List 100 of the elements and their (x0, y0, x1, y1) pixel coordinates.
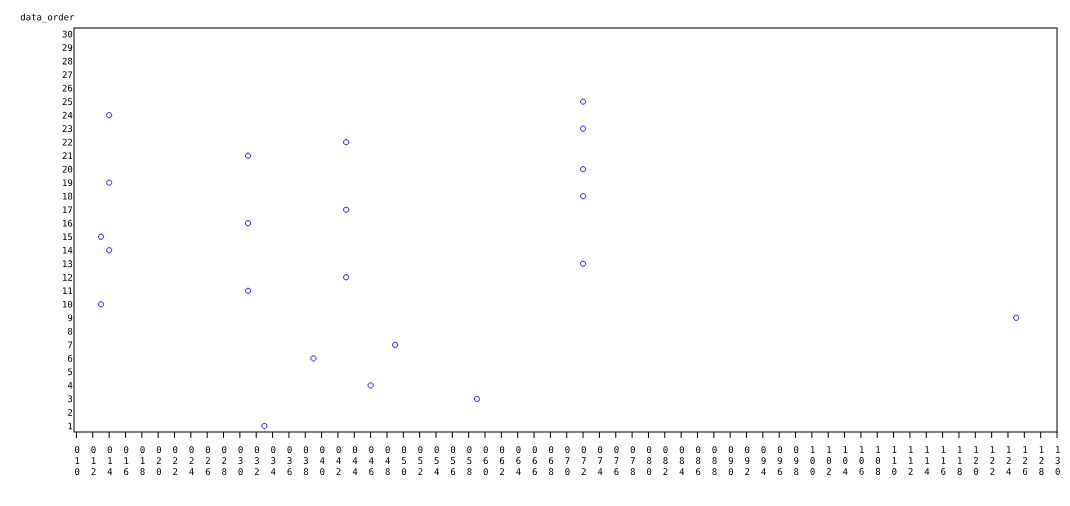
y-tick-label: 23 (62, 125, 73, 133)
x-tick-label: 022 (173, 446, 178, 475)
x-tick-label: 122 (990, 446, 995, 475)
x-tick-label: 074 (597, 446, 603, 475)
point (106, 179, 113, 186)
y-tick-label: 14 (63, 246, 73, 254)
x-tick-label: 014 (107, 446, 113, 475)
point (392, 341, 399, 348)
x-tick-label: 114 (924, 446, 930, 475)
x-tick-label: 042 (336, 446, 341, 475)
x-tick-label: 056 (450, 446, 456, 476)
x-tick-label: 040 (320, 446, 325, 476)
point (343, 139, 350, 146)
x-tick-label: 064 (516, 446, 521, 475)
y-tick-label: 15 (63, 233, 73, 241)
x-tick-label: 044 (352, 446, 358, 475)
x-tick-label: 018 (140, 446, 145, 476)
x-tick-label: 012 (91, 446, 96, 475)
x-tick-label: 076 (614, 446, 619, 476)
x-tick-label: 060 (483, 446, 488, 476)
point (245, 220, 252, 227)
x-tick-label: 066 (532, 446, 537, 476)
x-tick-label: 080 (647, 446, 652, 476)
y-tick-label: 6 (67, 354, 73, 362)
y-tick-label: 8 (67, 327, 73, 335)
y-tick-label: 25 (62, 98, 73, 106)
y-tick-label: 24 (62, 111, 73, 119)
point (106, 112, 113, 119)
x-tick-label: 104 (843, 446, 848, 475)
y-tick-label: 2 (68, 409, 73, 416)
x-tick-label: 068 (548, 446, 554, 476)
y-tick-label: 3 (67, 395, 73, 403)
y-tick-label: 29 (62, 44, 73, 51)
x-tick-label: 100 (810, 446, 815, 475)
y-tick-label: 26 (62, 84, 73, 92)
point (343, 274, 350, 281)
y-tick-label: 27 (62, 71, 73, 78)
point (1013, 314, 1020, 321)
x-tick-label: 110 (892, 446, 897, 475)
point (580, 98, 587, 105)
y-tick-label: 11 (63, 287, 73, 295)
y-tick-label: 28 (62, 57, 73, 65)
y-tick-label: 22 (62, 138, 73, 146)
x-tick-label: 026 (205, 446, 211, 476)
x-tick-label: 058 (467, 446, 472, 476)
y-tick-label: 12 (63, 273, 73, 281)
y-tick-label: 4 (67, 382, 73, 389)
point (580, 260, 587, 267)
point (343, 206, 350, 213)
x-tick-label: 096 (777, 446, 783, 476)
x-tick-label: 046 (369, 446, 374, 476)
x-tick-label: 052 (418, 446, 423, 475)
x-tick-label: 098 (794, 446, 799, 476)
x-tick-label: 084 (679, 446, 685, 475)
point (245, 152, 252, 159)
x-tick-label: 028 (222, 446, 227, 476)
y-tick-label: 1 (68, 422, 73, 430)
x-tick-label: 116 (941, 446, 946, 475)
point (580, 193, 587, 200)
x-tick-label: 020 (156, 446, 161, 476)
x-tick-label: 120 (973, 446, 979, 475)
x-tick-label: 048 (385, 446, 390, 476)
x-tick-label: 130 (1055, 446, 1060, 475)
y-tick-label: 10 (63, 300, 73, 308)
x-tick-label: 070 (565, 446, 570, 476)
y-tick-label: 19 (63, 179, 73, 187)
y-tick-label: 18 (63, 192, 73, 200)
point (245, 287, 252, 294)
x-tick-label: 034 (271, 446, 276, 475)
point (580, 166, 587, 173)
x-tick-label: 128 (1039, 446, 1044, 475)
x-tick-label: 016 (124, 446, 129, 476)
x-tick-label: 030 (238, 446, 243, 476)
y-tick-label: 5 (68, 368, 73, 376)
point (97, 233, 105, 240)
y-tick-label: 20 (62, 165, 73, 173)
x-tick-label: 112 (908, 446, 913, 475)
point (310, 355, 317, 362)
x-tick-label: 010 (75, 446, 80, 476)
point (367, 382, 374, 389)
point (97, 301, 105, 308)
x-tick-label: 086 (696, 446, 701, 476)
y-tick-label: 17 (63, 206, 73, 214)
x-tick-label: 050 (401, 446, 407, 476)
x-tick-label: 094 (761, 446, 766, 475)
x-tick-label: 062 (499, 446, 505, 475)
y-axis-title: data_order (20, 13, 75, 23)
x-tick-label: 102 (826, 446, 832, 475)
x-tick-label: 088 (712, 446, 717, 476)
point (473, 395, 480, 402)
x-tick-label: 118 (957, 446, 962, 475)
point (106, 247, 113, 254)
y-tick-label: 7 (67, 341, 73, 349)
y-tick-label: 9 (67, 314, 73, 322)
x-tick-label: 024 (189, 446, 194, 475)
y-tick-label: 21 (62, 152, 73, 160)
y-tick-label: 30 (62, 30, 73, 38)
x-tick-label: 078 (630, 446, 635, 476)
x-tick-label: 072 (581, 446, 586, 475)
y-tick-label: 13 (63, 260, 73, 268)
